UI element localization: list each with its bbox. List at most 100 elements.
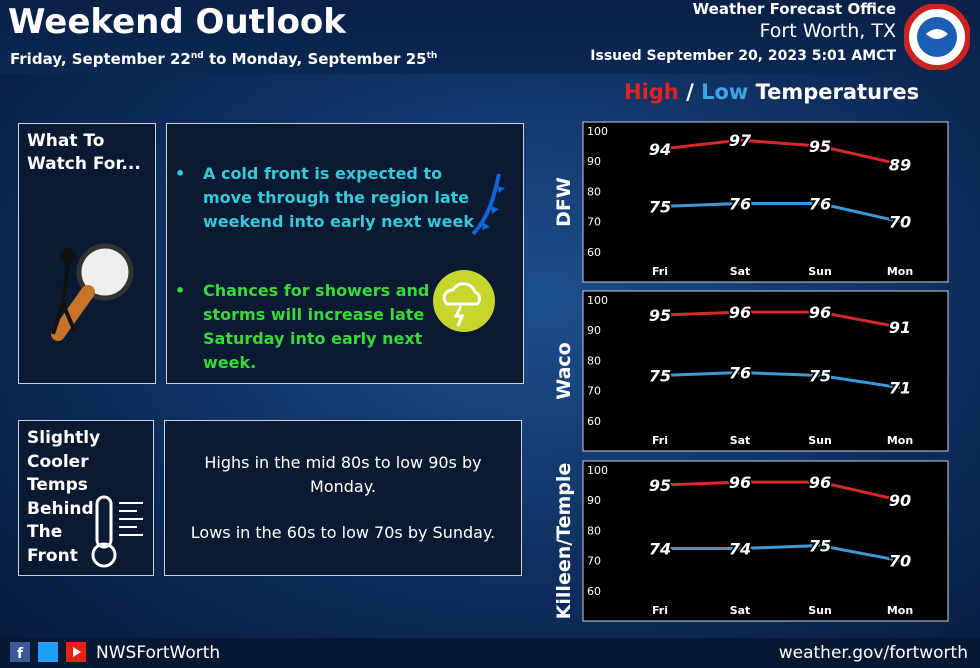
value-label: 89 — [889, 155, 911, 174]
thermometer-icon — [91, 495, 143, 568]
value-label: 95 — [649, 306, 671, 325]
y-tick-label: 70 — [587, 385, 601, 398]
temps-header: High / Low Temperatures — [624, 80, 919, 104]
watch-box: • A cold front is expected to move throu… — [166, 123, 524, 384]
footer-url: weather.gov/fortworth — [778, 643, 968, 663]
location: Fort Worth, TX — [759, 20, 896, 42]
value-label: 70 — [889, 213, 911, 232]
y-tick-label: 60 — [587, 585, 601, 598]
issued: Issued September 20, 2023 5:01 AMCT — [590, 48, 896, 64]
chart-title: Waco — [553, 342, 575, 399]
x-tick-label: Mon — [887, 434, 913, 447]
x-tick-label: Sun — [808, 604, 832, 617]
x-tick-label: Fri — [652, 434, 668, 447]
x-tick-label: Sun — [808, 265, 832, 278]
watch-label: What To Watch For... — [27, 131, 141, 174]
y-tick-label: 60 — [587, 415, 601, 428]
y-tick-label: 80 — [587, 185, 601, 198]
series-line — [659, 202, 901, 224]
value-label: 70 — [889, 552, 911, 571]
y-tick-label: 90 — [587, 494, 601, 507]
series-line — [660, 544, 901, 563]
subtitle-part: to Monday, September 25 — [203, 50, 427, 68]
chart-frame — [582, 290, 949, 452]
office: Weather Forecast Office — [692, 0, 896, 18]
x-tick-label: Sat — [730, 434, 751, 447]
bullet-dot: • — [175, 164, 186, 183]
cooler-label-line: Cooler — [27, 451, 89, 472]
cooler-text: Lows in the 60s to low 70s by Sunday. — [190, 523, 496, 542]
legend-rest: Temperatures — [755, 80, 920, 104]
chart-title: DFW — [553, 177, 575, 227]
value-label: 96 — [729, 303, 751, 322]
nws-logo — [904, 4, 970, 70]
chart-frame — [582, 460, 949, 622]
bullet: Chances for showers and storms will incr… — [203, 281, 430, 372]
social-icons: f — [10, 642, 86, 662]
cooler-label-box: Slightly Cooler Temps Behind The Front — [18, 420, 154, 576]
value-label: 76 — [729, 195, 751, 214]
low-legend: Low — [701, 80, 749, 104]
value-label: 76 — [809, 195, 831, 214]
front-icon — [471, 173, 505, 236]
cooler-label-line: The — [27, 522, 63, 542]
value-label: 75 — [649, 198, 671, 217]
value-label: 96 — [809, 303, 831, 322]
y-tick-label: 100 — [587, 294, 608, 307]
title: Weekend Outlook — [8, 2, 346, 42]
value-label: 91 — [889, 318, 911, 337]
x-tick-label: Fri — [652, 265, 668, 278]
value-label: 75 — [809, 537, 831, 556]
chart-title: Killeen/Temple — [553, 463, 575, 620]
series-line — [659, 310, 901, 329]
value-label: 96 — [729, 473, 751, 492]
cooler-label-line: Temps — [27, 475, 88, 495]
x-tick-label: Sat — [730, 265, 751, 278]
y-tick-label: 80 — [587, 354, 601, 367]
subtitle-part: Friday, September 22 — [10, 50, 191, 68]
value-label: 75 — [649, 367, 671, 386]
high-legend: High — [624, 80, 679, 104]
value-label: 74 — [729, 540, 751, 559]
subtitle-sup: th — [426, 51, 438, 61]
cooler-text: Highs in the mid 80s to low 90s by Monda… — [204, 453, 482, 496]
subtitle: Friday, September 22nd to Monday, Septem… — [10, 50, 437, 68]
subtitle-sup: nd — [190, 51, 204, 61]
y-tick-label: 80 — [587, 524, 601, 537]
legend-sep: / — [686, 80, 694, 104]
cooler-label-line: Slightly — [27, 428, 101, 448]
cooler-label-line: Behind — [27, 498, 94, 519]
footer-handle: NWSFortWorth — [96, 643, 221, 663]
value-label: 90 — [889, 491, 911, 510]
value-label: 96 — [809, 473, 831, 492]
x-tick-label: Fri — [652, 604, 668, 617]
value-label: 97 — [729, 131, 752, 150]
value-label: 75 — [809, 367, 831, 386]
bullet: A cold front is expected to move through… — [203, 164, 474, 231]
y-tick-label: 90 — [587, 155, 601, 168]
value-label: 95 — [809, 137, 831, 156]
value-label: 76 — [729, 364, 751, 383]
y-tick-label: 60 — [587, 246, 601, 259]
footer-bar — [0, 638, 980, 668]
x-tick-label: Mon — [887, 604, 913, 617]
y-tick-label: 100 — [587, 464, 608, 477]
bullet-dot: • — [175, 281, 186, 300]
y-tick-label: 100 — [587, 125, 608, 138]
series-line — [659, 371, 901, 390]
series-line — [659, 138, 901, 166]
x-tick-label: Sun — [808, 434, 832, 447]
value-label: 94 — [649, 140, 671, 159]
x-tick-label: Sat — [730, 604, 751, 617]
watch-label-box: What To Watch For... — [18, 123, 156, 384]
svg-text:f: f — [17, 646, 24, 662]
magnifier-icon — [51, 243, 134, 341]
cooler-box: Highs in the mid 80s to low 90s by Monda… — [164, 420, 522, 576]
header-bar — [0, 0, 980, 74]
x-tick-label: Mon — [887, 265, 913, 278]
value-label: 71 — [889, 379, 911, 398]
value-label: 74 — [649, 540, 671, 559]
storm-icon — [433, 270, 495, 332]
